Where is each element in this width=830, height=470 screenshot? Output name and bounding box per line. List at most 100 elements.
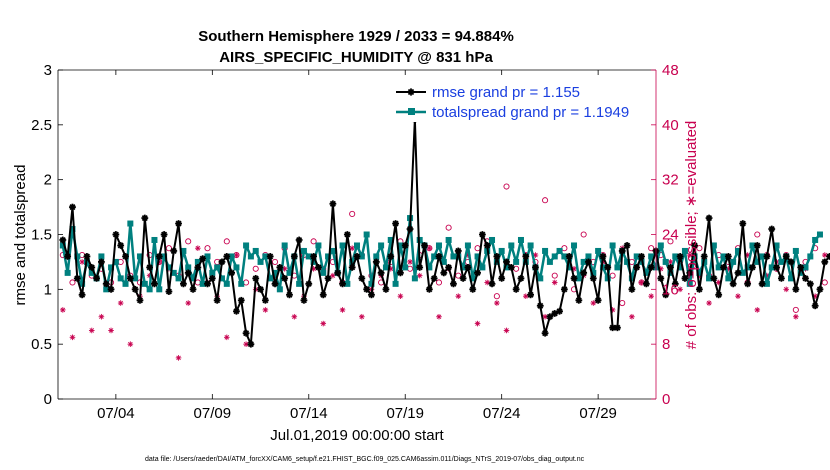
obs-evaluated-point-stroke: [311, 266, 316, 272]
rmse-point: [329, 200, 337, 208]
rmse-point-stroke: [488, 280, 496, 287]
rmse-point: [488, 280, 496, 288]
rmse-point: [126, 274, 134, 282]
rmse-point-stroke: [170, 247, 177, 254]
rmse-point: [204, 280, 211, 288]
rmse-point: [744, 280, 752, 288]
obs-evaluated-point-stroke: [234, 252, 239, 258]
spread-point: [209, 269, 216, 276]
rmse-point-stroke: [64, 253, 71, 260]
obs-evaluated-point-stroke: [494, 300, 500, 306]
rmse-point: [459, 274, 467, 282]
spread-point: [517, 236, 524, 243]
obs-evaluated-point: [436, 313, 442, 320]
obs-evaluated-point-stroke: [687, 252, 693, 258]
rmse-point-stroke: [450, 280, 457, 287]
obs-possible-point: [551, 272, 558, 279]
rmse-point: [570, 274, 578, 282]
spread-point: [286, 269, 293, 276]
rmse-point-stroke: [93, 275, 100, 282]
rmse-point: [512, 285, 520, 293]
rmse-point: [638, 253, 645, 260]
obs-evaluated-point-stroke: [552, 280, 558, 285]
rmse-point: [305, 280, 313, 288]
rmse-point: [507, 264, 515, 271]
rmse-point: [368, 291, 375, 299]
rmse-point: [821, 258, 829, 266]
spread-point: [354, 242, 360, 249]
obs-evaluated-point-stroke: [99, 314, 104, 320]
rmse-point: [117, 242, 125, 249]
rmse-point-stroke: [513, 286, 520, 293]
rmse-point-stroke: [325, 275, 332, 282]
rmse-point: [257, 285, 264, 293]
spread-point: [281, 242, 288, 249]
obs-evaluated-point-stroke: [542, 314, 548, 320]
rmse-point-stroke: [484, 242, 491, 249]
spread-point: [503, 264, 510, 271]
obs-evaluated-point: [88, 327, 95, 334]
obs-evaluated-point-stroke: [455, 293, 461, 299]
obs-evaluated-point-stroke: [783, 287, 789, 292]
rmse-point: [604, 264, 612, 271]
rmse-point-stroke: [392, 220, 399, 227]
rmse-point-stroke: [797, 264, 804, 271]
obs-evaluated-point-stroke: [639, 280, 644, 285]
spread-point: [431, 253, 438, 260]
legend-spread-marker: [408, 108, 415, 115]
rmse-point: [122, 253, 129, 260]
rmse-point-stroke: [628, 286, 635, 293]
rmse-point: [806, 280, 814, 288]
rmse-point-stroke: [189, 286, 197, 293]
rmse-point-stroke: [334, 269, 341, 276]
rmse-point: [474, 269, 481, 277]
rmse-point-stroke: [339, 280, 346, 287]
spread-point: [320, 269, 327, 276]
rmse-point-stroke: [691, 242, 698, 249]
rmse-point: [440, 269, 448, 277]
rmse-point: [382, 285, 390, 293]
rmse-point: [642, 280, 650, 288]
rmse-point: [252, 274, 260, 282]
obs-evaluated-point-stroke: [330, 273, 336, 278]
obs-evaluated-point-stroke: [359, 314, 365, 320]
x-axis-ticks: 07/04 07/09 07/14 07/19 07/24 07/29: [97, 70, 617, 422]
x-tick-label: 07/24: [483, 405, 521, 422]
rmse-point: [594, 296, 602, 304]
rmse-point-stroke: [344, 231, 351, 238]
rmse-point: [565, 253, 573, 260]
y-right-tick-label: 8: [662, 336, 670, 353]
rmse-point-stroke: [146, 264, 153, 271]
rmse-point: [319, 291, 327, 299]
rmse-point: [580, 269, 588, 277]
y-left-tick-label: 1: [44, 281, 52, 298]
rmse-point: [686, 269, 694, 277]
y-left-axis-label: rmse and totalspread: [12, 165, 29, 306]
spread-point: [474, 253, 481, 260]
rmse-point: [146, 264, 154, 271]
rmse-point-stroke: [570, 275, 578, 282]
spread-point: [643, 269, 650, 276]
rmse-point: [170, 247, 178, 255]
obs-evaluated-point: [127, 341, 134, 347]
rmse-point-stroke: [730, 280, 737, 287]
chart-title-line1: Southern Hemisphere 1929 / 2033 = 94.884…: [198, 28, 514, 45]
obs-evaluated-point: [359, 313, 365, 320]
rmse-point: [59, 236, 67, 244]
x-tick-label: 07/04: [97, 405, 135, 422]
spread-point: [122, 280, 129, 287]
rmse-point: [705, 214, 713, 222]
obs-evaluated-point-stroke: [282, 266, 287, 272]
rmse-point-stroke: [88, 264, 95, 271]
spread-point: [59, 242, 66, 249]
rmse-point: [749, 264, 756, 271]
y-right-axis-label: # of obs: o=possible; ∗=evaluated: [683, 121, 700, 350]
rmse-point-stroke: [382, 286, 389, 293]
legend: rmse grand pr = 1.155 totalspread grand …: [390, 80, 648, 122]
rmse-point-stroke: [686, 269, 693, 276]
y-right-tick-label: 32: [662, 172, 679, 189]
rmse-point: [589, 274, 597, 282]
obs-evaluated-point-stroke: [591, 300, 596, 306]
obs-evaluated-point: [455, 293, 462, 299]
rmse-point: [483, 242, 491, 249]
